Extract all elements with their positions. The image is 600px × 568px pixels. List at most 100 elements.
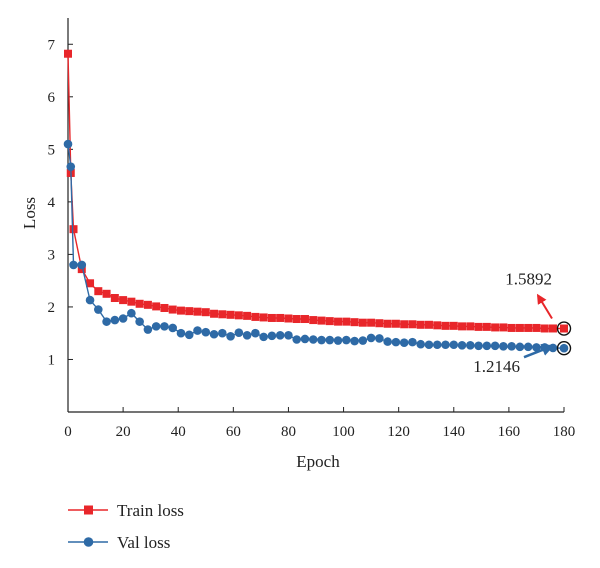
data-point: [267, 313, 276, 322]
data-point: [383, 337, 392, 346]
data-point: [69, 225, 78, 234]
data-point: [226, 310, 235, 319]
data-point: [243, 311, 252, 320]
data-point: [151, 322, 161, 331]
data-point: [209, 329, 219, 339]
data-point: [391, 319, 400, 328]
data-point: [441, 321, 450, 330]
legend-marker: [83, 537, 94, 547]
data-point: [515, 323, 524, 332]
data-point: [193, 326, 202, 335]
data-point: [184, 330, 194, 340]
data-point: [408, 337, 417, 347]
data-point: [234, 311, 243, 320]
data-point: [94, 305, 103, 314]
data-point: [69, 260, 78, 270]
data-point: [342, 335, 351, 345]
data-point: [524, 323, 533, 332]
x-tick-label: 140: [443, 424, 466, 440]
series-line: [67, 53, 564, 330]
data-point: [85, 295, 95, 305]
data-point: [458, 322, 467, 331]
data-point: [284, 314, 293, 323]
data-point: [86, 279, 95, 288]
data-point: [449, 321, 458, 330]
data-point: [185, 307, 194, 316]
y-tick-label: 3: [48, 247, 56, 263]
data-point: [366, 333, 376, 343]
data-point: [284, 331, 293, 340]
data-point: [201, 308, 210, 317]
data-point: [275, 331, 285, 340]
data-point: [110, 315, 120, 325]
data-point: [532, 343, 541, 352]
data-point: [119, 296, 128, 305]
data-point: [441, 340, 450, 350]
data-point: [309, 316, 318, 325]
data-point: [102, 317, 111, 326]
data-point: [515, 342, 525, 352]
data-point: [127, 297, 136, 306]
data-point: [540, 324, 549, 333]
data-point: [399, 338, 409, 347]
data-point: [560, 324, 568, 333]
data-point: [226, 332, 235, 341]
data-point: [350, 336, 359, 346]
data-point: [532, 323, 541, 332]
y-tick-label: 4: [48, 195, 56, 211]
data-point: [358, 318, 367, 327]
data-point: [218, 328, 227, 338]
callout-label: 1.2146: [473, 357, 520, 376]
series-layer: [63, 49, 569, 353]
data-point: [457, 340, 467, 350]
data-point: [160, 322, 169, 331]
data-point: [482, 322, 491, 331]
legend: Train loss Val loss: [68, 501, 184, 552]
annotation-layer: 1.5892 1.2146: [473, 270, 572, 376]
data-point: [383, 319, 392, 328]
data-point: [432, 340, 442, 350]
data-point: [466, 340, 475, 350]
data-point: [135, 299, 144, 308]
x-tick-label: 120: [387, 424, 410, 440]
data-point: [135, 317, 144, 326]
data-point: [317, 316, 326, 325]
data-point: [160, 303, 169, 312]
data-point: [449, 340, 459, 350]
series-train-loss: [64, 49, 568, 333]
data-point: [424, 340, 434, 350]
legend-label: Val loss: [117, 533, 170, 552]
data-point: [342, 317, 351, 326]
data-point: [391, 337, 401, 347]
data-point: [168, 323, 178, 333]
legend-marker: [84, 505, 93, 515]
data-point: [259, 332, 268, 342]
data-point: [358, 336, 368, 345]
data-point: [300, 315, 309, 324]
y-tick-label: 7: [48, 37, 56, 53]
data-point: [251, 328, 260, 338]
data-point: [375, 334, 384, 343]
callout-label: 1.5892: [505, 270, 552, 289]
data-point: [300, 334, 310, 344]
data-point: [234, 328, 244, 337]
legend-item: Train loss: [68, 501, 184, 520]
data-point: [333, 336, 343, 345]
data-point: [259, 313, 268, 322]
data-point: [127, 308, 136, 318]
data-point: [334, 317, 343, 326]
data-point: [424, 320, 433, 329]
y-tick-label: 2: [48, 300, 56, 316]
data-point: [110, 294, 119, 303]
data-point: [548, 324, 557, 333]
y-axis-title: Loss: [20, 197, 39, 229]
y-tick-label: 1: [48, 352, 56, 368]
data-point: [201, 327, 211, 337]
data-point: [474, 322, 483, 331]
callout-arrow: [536, 293, 553, 320]
data-point: [375, 319, 384, 328]
data-point: [490, 341, 500, 351]
legend-label: Train loss: [117, 501, 184, 520]
data-point: [102, 289, 111, 298]
